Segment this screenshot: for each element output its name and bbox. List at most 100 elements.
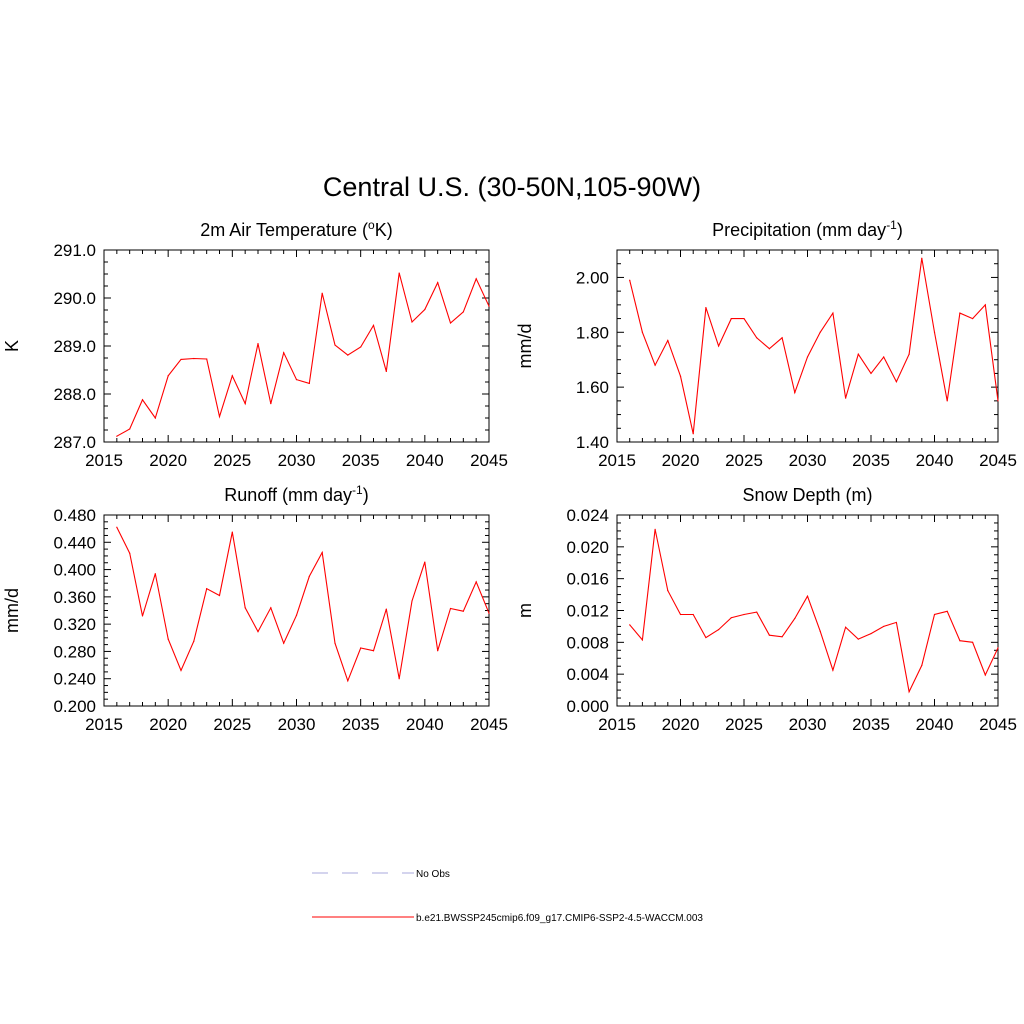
x-tick-label: 2030 [278, 451, 316, 470]
x-tick-label: 2025 [213, 451, 251, 470]
y-tick-label: 0.360 [53, 588, 96, 607]
panel-title: 2m Air Temperature (oK) [200, 218, 392, 240]
y-tick-label: 1.40 [576, 433, 609, 452]
data-point [756, 611, 758, 613]
y-tick-label: 0.000 [566, 697, 609, 716]
y-tick-label: 288.0 [53, 385, 96, 404]
data-point [806, 595, 809, 597]
x-tick-label: 2035 [342, 715, 380, 734]
y-tick-label: 2.00 [576, 268, 609, 287]
data-point [692, 613, 694, 616]
panel-title: Runoff (mm day-1) [224, 483, 368, 505]
x-tick-label: 2020 [149, 451, 187, 470]
data-point [857, 353, 859, 355]
x-tick-label: 2025 [725, 451, 763, 470]
data-point [718, 629, 720, 631]
x-tick-label: 2015 [598, 715, 636, 734]
data-point [180, 669, 182, 672]
data-point [781, 337, 783, 339]
data-point [908, 691, 910, 693]
x-tick-label: 2035 [852, 451, 890, 470]
data-point [244, 403, 246, 405]
data-point [946, 400, 948, 402]
data-point [692, 433, 694, 435]
x-tick-label: 2030 [789, 451, 827, 470]
y-axis-label: K [2, 340, 22, 352]
x-tick-label: 2015 [85, 715, 123, 734]
data-point [437, 650, 439, 652]
data-point [411, 321, 413, 323]
data-point [984, 674, 986, 676]
data-point [167, 638, 169, 640]
x-tick-label: 2030 [278, 715, 316, 734]
x-tick-label: 2035 [852, 715, 890, 734]
y-tick-label: 1.80 [576, 323, 609, 342]
panel-title-superscript: -1 [886, 218, 897, 232]
x-tick-label: 2020 [662, 715, 700, 734]
data-point [667, 590, 669, 592]
panel-1: 2015 2020 2025 2030 2035 2040 2045 287.0 288.0 28… [2, 218, 508, 470]
data-point [845, 397, 847, 399]
data-point [984, 304, 986, 306]
x-tick-label: 2045 [470, 451, 508, 470]
data-point [679, 613, 682, 616]
data-point [308, 382, 310, 385]
y-tick-label: 0.020 [566, 538, 609, 557]
y-tick-label: 0.440 [53, 533, 96, 552]
data-point [475, 278, 477, 280]
panel-4: 2015 2020 2025 2030 2035 2040 2045 0.000 0.004 0.… [515, 485, 1017, 734]
data-point [946, 610, 948, 612]
data-point [360, 346, 362, 348]
data-point [424, 308, 426, 311]
data-point [768, 348, 771, 350]
data-point [398, 678, 400, 680]
data-point [218, 415, 221, 418]
data-point [193, 357, 195, 360]
data-point [206, 358, 208, 360]
data-point [270, 403, 272, 405]
data-point [654, 364, 656, 366]
series-line [116, 527, 490, 683]
y-tick-label: 0.016 [566, 570, 609, 589]
data-point [959, 312, 961, 314]
panel-title-tail: ) [363, 485, 369, 505]
y-tick-label: 289.0 [53, 337, 96, 356]
data-point [372, 324, 375, 326]
data-point [705, 636, 707, 639]
y-tick-label: 0.012 [566, 602, 609, 621]
data-point [231, 375, 233, 377]
data-point [141, 399, 144, 401]
data-point [806, 356, 809, 358]
panel-title-superscript: o [368, 218, 375, 232]
panel-title-superscript: -1 [352, 483, 363, 497]
data-point [398, 272, 400, 274]
x-tick-label: 2040 [406, 451, 444, 470]
data-point [360, 647, 362, 649]
data-point [997, 400, 999, 402]
x-tick-label: 2030 [789, 715, 827, 734]
data-point [972, 317, 974, 320]
data-point [883, 625, 885, 628]
data-point [718, 345, 720, 347]
data-point [321, 551, 323, 554]
data-point [193, 640, 195, 642]
data-point [756, 337, 758, 339]
data-point [705, 307, 707, 309]
legend-label: No Obs [416, 869, 450, 880]
main-title: Central U.S. (30-50N,105-90W) [323, 172, 701, 202]
panel-title-tail: ) [897, 220, 903, 240]
legend-label: b.e21.BWSSP245cmip6.f09_g17.CMIP6-SSP2-4… [416, 913, 703, 924]
data-point [308, 575, 310, 577]
y-tick-label: 291.0 [53, 241, 96, 260]
data-point [334, 642, 336, 644]
data-point [180, 358, 182, 361]
data-point [743, 317, 745, 320]
data-point [488, 305, 490, 307]
y-tick-label: 0.320 [53, 615, 96, 634]
panel-title-text: Runoff (mm day [224, 485, 352, 505]
data-point [283, 352, 285, 354]
data-point [449, 607, 452, 610]
data-point [206, 588, 208, 590]
data-point [654, 528, 656, 530]
data-point [488, 612, 490, 614]
